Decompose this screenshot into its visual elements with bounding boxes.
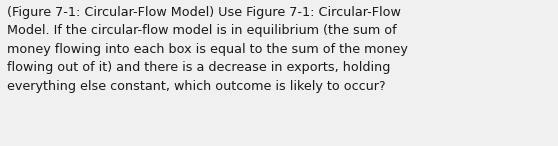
Text: (Figure 7-1: Circular-Flow Model) Use Figure 7-1: Circular-Flow
Model. If the ci: (Figure 7-1: Circular-Flow Model) Use Fi…	[7, 6, 407, 93]
